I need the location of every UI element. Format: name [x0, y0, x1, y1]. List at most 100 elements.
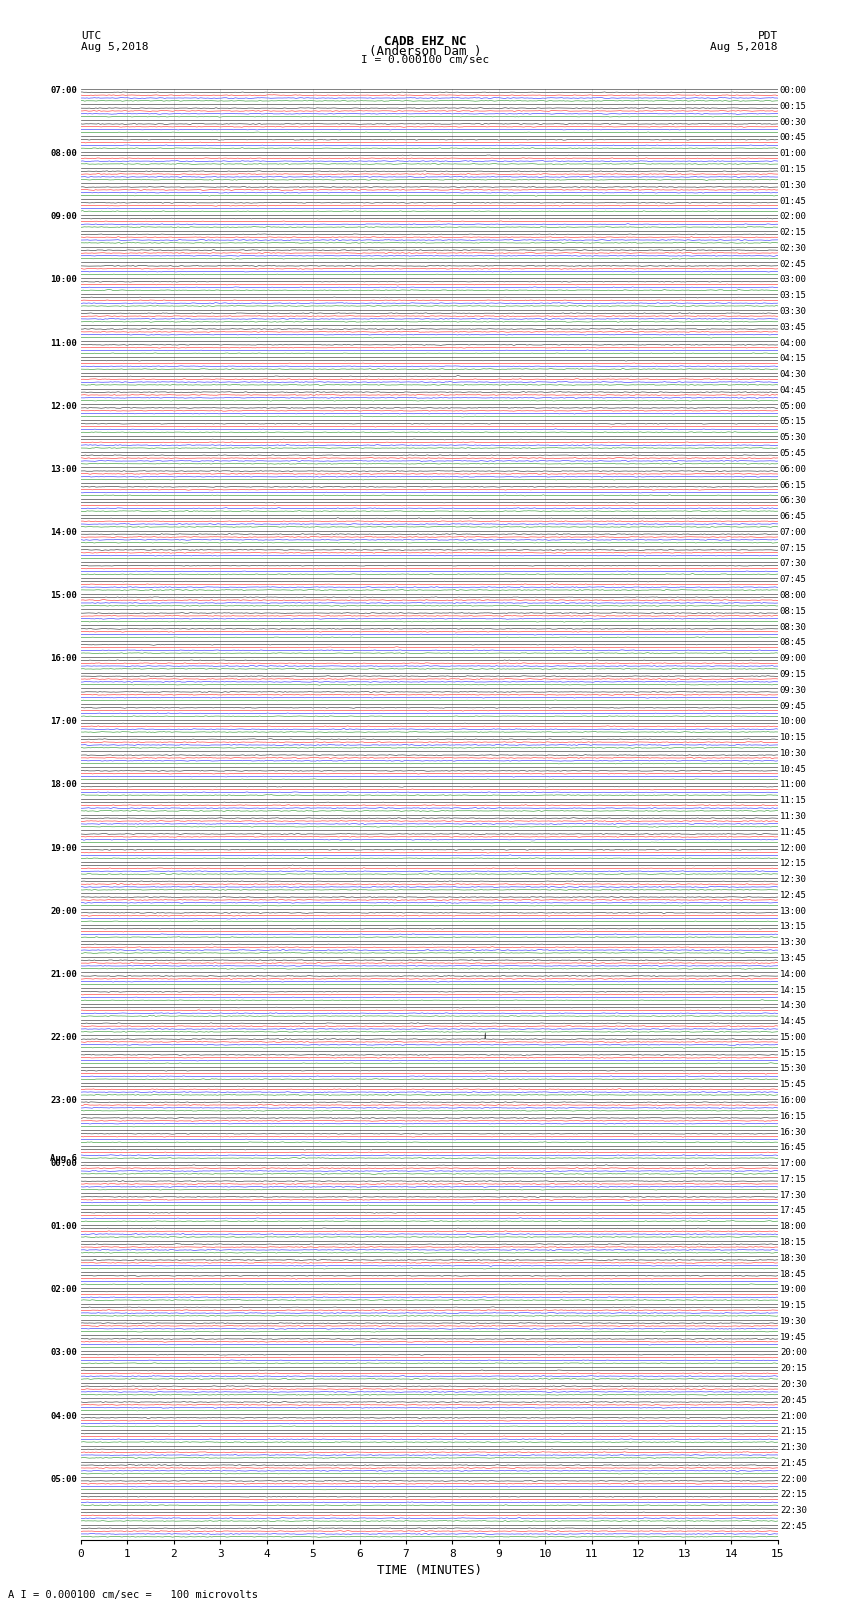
Text: 16:45: 16:45 — [779, 1144, 807, 1152]
Text: 00:30: 00:30 — [779, 118, 807, 127]
Text: 04:00: 04:00 — [779, 339, 807, 347]
Text: 10:00: 10:00 — [779, 718, 807, 726]
Text: 05:30: 05:30 — [779, 434, 807, 442]
Text: 06:30: 06:30 — [779, 497, 807, 505]
Text: 02:15: 02:15 — [779, 227, 807, 237]
Text: 01:00: 01:00 — [50, 1223, 77, 1231]
Text: 19:30: 19:30 — [779, 1316, 807, 1326]
Text: 23:00: 23:00 — [50, 1095, 77, 1105]
Text: 15:45: 15:45 — [779, 1081, 807, 1089]
Text: 03:30: 03:30 — [779, 306, 807, 316]
Text: (Anderson Dam ): (Anderson Dam ) — [369, 45, 481, 58]
Text: 17:00: 17:00 — [779, 1160, 807, 1168]
Text: 20:45: 20:45 — [779, 1395, 807, 1405]
Text: 09:45: 09:45 — [779, 702, 807, 710]
Text: 07:00: 07:00 — [779, 527, 807, 537]
Text: 20:30: 20:30 — [779, 1381, 807, 1389]
Text: 06:15: 06:15 — [779, 481, 807, 490]
Text: 19:00: 19:00 — [779, 1286, 807, 1294]
Text: 08:30: 08:30 — [779, 623, 807, 632]
Text: 11:45: 11:45 — [779, 827, 807, 837]
Text: 15:15: 15:15 — [779, 1048, 807, 1058]
Text: 19:15: 19:15 — [779, 1302, 807, 1310]
Text: 17:45: 17:45 — [779, 1207, 807, 1216]
Text: 18:00: 18:00 — [50, 781, 77, 789]
Text: 00:00: 00:00 — [779, 85, 807, 95]
Text: 03:00: 03:00 — [779, 276, 807, 284]
Text: 06:45: 06:45 — [779, 513, 807, 521]
Text: 03:45: 03:45 — [779, 323, 807, 332]
Text: 22:00: 22:00 — [50, 1032, 77, 1042]
Text: 18:15: 18:15 — [779, 1239, 807, 1247]
Text: 10:45: 10:45 — [779, 765, 807, 774]
Text: 07:30: 07:30 — [779, 560, 807, 568]
X-axis label: TIME (MINUTES): TIME (MINUTES) — [377, 1563, 482, 1576]
Text: 03:15: 03:15 — [779, 292, 807, 300]
Text: 08:00: 08:00 — [779, 590, 807, 600]
Text: 05:45: 05:45 — [779, 448, 807, 458]
Text: Aug 6: Aug 6 — [50, 1153, 77, 1163]
Text: 21:30: 21:30 — [779, 1444, 807, 1452]
Text: 02:00: 02:00 — [779, 213, 807, 221]
Text: 05:00: 05:00 — [50, 1474, 77, 1484]
Text: 08:00: 08:00 — [50, 150, 77, 158]
Text: 09:00: 09:00 — [50, 213, 77, 221]
Text: CADB EHZ NC: CADB EHZ NC — [383, 35, 467, 48]
Text: 08:15: 08:15 — [779, 606, 807, 616]
Text: 12:45: 12:45 — [779, 890, 807, 900]
Text: 18:30: 18:30 — [779, 1253, 807, 1263]
Text: 09:30: 09:30 — [779, 686, 807, 695]
Text: 12:15: 12:15 — [779, 860, 807, 868]
Text: 10:00: 10:00 — [50, 276, 77, 284]
Text: 02:30: 02:30 — [779, 244, 807, 253]
Text: 15:00: 15:00 — [779, 1032, 807, 1042]
Text: 20:00: 20:00 — [50, 907, 77, 916]
Text: 13:15: 13:15 — [779, 923, 807, 931]
Text: 10:30: 10:30 — [779, 748, 807, 758]
Text: 13:45: 13:45 — [779, 953, 807, 963]
Text: 20:15: 20:15 — [779, 1365, 807, 1373]
Text: 17:30: 17:30 — [779, 1190, 807, 1200]
Text: 16:15: 16:15 — [779, 1111, 807, 1121]
Text: Aug 5,2018: Aug 5,2018 — [711, 42, 778, 52]
Text: 16:00: 16:00 — [50, 655, 77, 663]
Text: UTC: UTC — [81, 31, 101, 40]
Text: 04:15: 04:15 — [779, 355, 807, 363]
Text: 12:00: 12:00 — [50, 402, 77, 411]
Text: 16:00: 16:00 — [779, 1095, 807, 1105]
Text: 05:15: 05:15 — [779, 418, 807, 426]
Text: 00:45: 00:45 — [779, 134, 807, 142]
Text: I = 0.000100 cm/sec: I = 0.000100 cm/sec — [361, 55, 489, 65]
Text: 09:15: 09:15 — [779, 669, 807, 679]
Text: 13:30: 13:30 — [779, 939, 807, 947]
Text: 11:30: 11:30 — [779, 811, 807, 821]
Text: 11:00: 11:00 — [779, 781, 807, 789]
Text: 15:30: 15:30 — [779, 1065, 807, 1073]
Text: 17:15: 17:15 — [779, 1174, 807, 1184]
Text: 13:00: 13:00 — [50, 465, 77, 474]
Text: 07:15: 07:15 — [779, 544, 807, 553]
Text: A I = 0.000100 cm/sec =   100 microvolts: A I = 0.000100 cm/sec = 100 microvolts — [8, 1590, 258, 1600]
Text: 20:00: 20:00 — [779, 1348, 807, 1358]
Text: 14:30: 14:30 — [779, 1002, 807, 1010]
Text: 05:00: 05:00 — [779, 402, 807, 411]
Text: 04:45: 04:45 — [779, 386, 807, 395]
Text: 00:00: 00:00 — [50, 1160, 77, 1168]
Text: 07:45: 07:45 — [779, 576, 807, 584]
Text: 02:45: 02:45 — [779, 260, 807, 269]
Text: 18:00: 18:00 — [779, 1223, 807, 1231]
Text: 18:45: 18:45 — [779, 1269, 807, 1279]
Text: 04:00: 04:00 — [50, 1411, 77, 1421]
Text: 22:45: 22:45 — [779, 1523, 807, 1531]
Text: 10:15: 10:15 — [779, 732, 807, 742]
Text: 14:00: 14:00 — [779, 969, 807, 979]
Text: 07:00: 07:00 — [50, 85, 77, 95]
Text: 19:00: 19:00 — [50, 844, 77, 853]
Text: 21:00: 21:00 — [50, 969, 77, 979]
Text: 01:15: 01:15 — [779, 165, 807, 174]
Text: 21:15: 21:15 — [779, 1428, 807, 1436]
Text: 14:45: 14:45 — [779, 1018, 807, 1026]
Text: 09:00: 09:00 — [779, 655, 807, 663]
Text: 08:45: 08:45 — [779, 639, 807, 647]
Text: 22:00: 22:00 — [779, 1474, 807, 1484]
